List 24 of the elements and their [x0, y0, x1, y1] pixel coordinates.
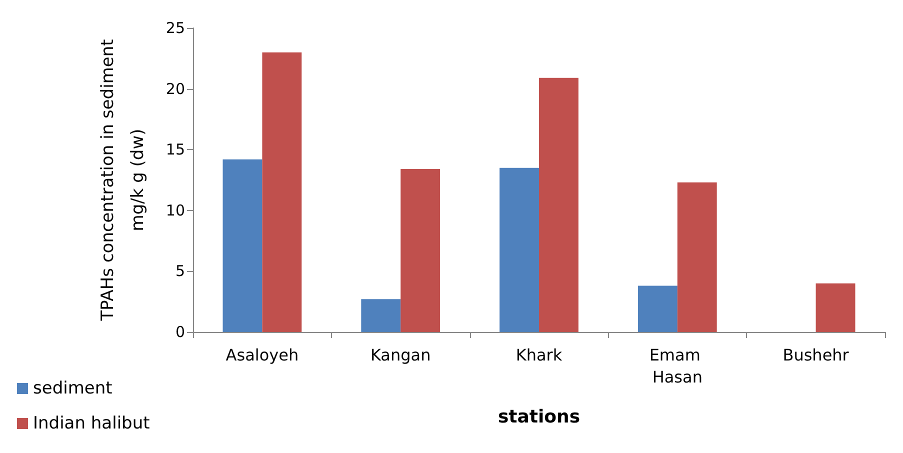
x-axis-title: stations [498, 406, 580, 428]
bar [361, 299, 401, 332]
bar [500, 168, 539, 332]
y-tick-label: 5 [175, 262, 185, 280]
y-tick-label: 10 [166, 201, 185, 220]
x-tick-label: Bushehr [782, 346, 850, 364]
x-tick-label: Khark [516, 346, 563, 364]
bar [262, 52, 302, 332]
x-tick-label: Asaloyeh [226, 346, 299, 364]
legend-label: sediment [33, 378, 113, 398]
bar [816, 283, 856, 332]
legend-label: Indian halibut [33, 414, 150, 434]
y-tick-label: 20 [166, 80, 185, 98]
y-tick-label: 0 [175, 323, 185, 341]
bar [677, 182, 717, 332]
bar [638, 286, 678, 332]
x-tick-label: Kangan [370, 346, 431, 364]
x-tick-label: Emam Hasan [649, 346, 706, 386]
bar [400, 169, 440, 332]
y-tick-label: 15 [166, 140, 185, 159]
y-axis-title: TPAHs concentration in sediment mg/k g (dw) [98, 38, 148, 322]
bar [222, 159, 262, 332]
bar [539, 78, 578, 332]
y-tick-label: 25 [166, 19, 185, 37]
